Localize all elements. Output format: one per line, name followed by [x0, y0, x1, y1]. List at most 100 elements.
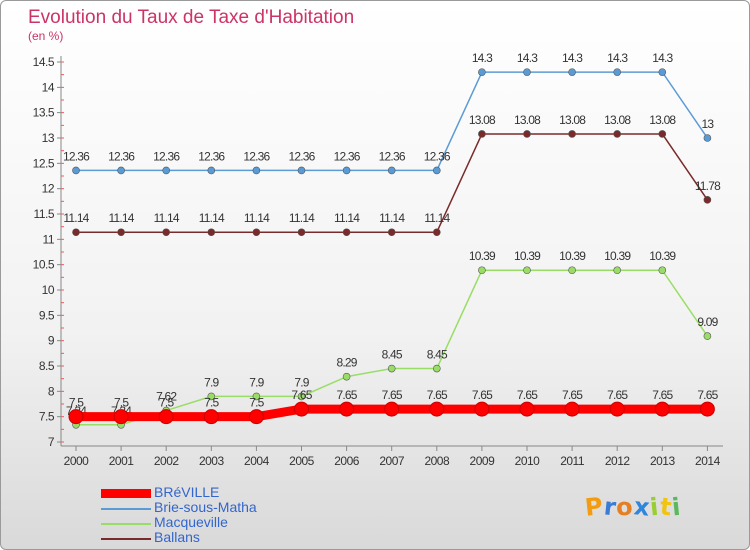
x-tick-label: 2012 — [605, 454, 631, 468]
data-label: 11.14 — [379, 211, 405, 225]
data-label: 7.65 — [562, 388, 583, 402]
data-point — [658, 130, 667, 138]
y-tick-label: 11.5 — [34, 207, 55, 221]
data-point — [294, 401, 309, 417]
x-tick-label: 2010 — [515, 454, 541, 468]
data-point — [207, 392, 216, 401]
data-point — [568, 68, 576, 76]
data-label: 7.65 — [337, 388, 358, 402]
y-tick-label: 13.5 — [33, 106, 55, 120]
data-label: 11.14 — [63, 211, 89, 225]
data-label: 11.14 — [244, 211, 270, 225]
legend-label: Macqueville — [154, 514, 228, 530]
data-point — [519, 401, 535, 417]
data-point — [252, 392, 261, 401]
data-point — [339, 401, 355, 417]
data-point — [252, 166, 261, 175]
data-label: 7.65 — [652, 388, 673, 402]
unit-label: (en %) — [28, 29, 64, 43]
y-tick-label: 11 — [43, 232, 55, 246]
data-point — [297, 228, 306, 237]
x-tick-label: 2004 — [244, 454, 270, 468]
data-label: 10.39 — [559, 249, 586, 263]
data-label: 7.5 — [114, 396, 129, 410]
data-point — [523, 130, 531, 138]
data-point — [72, 166, 80, 175]
data-label: 7.9 — [294, 375, 309, 389]
data-label: 10.39 — [514, 249, 541, 263]
legend-label: BRéVILLE — [154, 484, 220, 500]
data-label: 13.08 — [469, 113, 496, 127]
data-label: 7.5 — [249, 396, 264, 410]
data-point — [568, 266, 576, 275]
data-point — [568, 130, 576, 138]
data-label: 12.36 — [424, 149, 451, 163]
y-tick-label: 10 — [42, 283, 55, 297]
data-label: 7.65 — [427, 388, 448, 402]
data-label: 12.36 — [153, 149, 180, 163]
data-point — [432, 228, 441, 237]
x-tick-label: 2005 — [289, 454, 315, 468]
data-point — [297, 166, 306, 175]
data-label: 13.08 — [559, 113, 586, 127]
data-label: 7.9 — [249, 375, 264, 389]
y-tick-label: 14 — [42, 80, 55, 94]
data-label: 11.14 — [154, 211, 180, 225]
data-label: 7.5 — [204, 396, 219, 410]
data-point — [342, 372, 351, 381]
x-tick-label: 2006 — [334, 454, 360, 468]
data-point — [113, 409, 129, 425]
data-point — [432, 166, 441, 175]
data-point — [158, 409, 174, 425]
data-label: 12.36 — [63, 149, 90, 163]
data-point — [387, 166, 396, 175]
data-label: 11.14 — [199, 211, 225, 225]
data-point — [658, 68, 667, 76]
data-label: 13.08 — [649, 113, 676, 127]
data-point — [523, 266, 531, 275]
data-point — [609, 401, 625, 417]
legend-swatch — [101, 489, 151, 498]
data-label: 14.3 — [607, 51, 628, 65]
data-point — [703, 196, 712, 204]
data-point — [207, 166, 216, 175]
proxiti-logo: Proxiti — [584, 492, 683, 522]
data-label: 8.45 — [382, 348, 403, 362]
data-label: 14.3 — [562, 51, 583, 65]
data-label: 13.08 — [514, 113, 541, 127]
data-label: 12.36 — [334, 149, 361, 163]
data-label: 8.29 — [337, 356, 358, 370]
data-point — [203, 409, 219, 425]
data-label: 14.3 — [652, 51, 673, 65]
legend-label: Brie-sous-Matha — [154, 499, 257, 515]
data-point — [72, 228, 80, 237]
data-point — [384, 401, 400, 417]
y-tick-label: 12 — [42, 182, 55, 196]
data-point — [252, 228, 261, 237]
data-label: 10.39 — [469, 249, 496, 263]
data-label: 11.14 — [109, 211, 135, 225]
data-label: 8.45 — [427, 348, 448, 362]
data-label: 7.62 — [156, 390, 177, 404]
y-tick-label: 9.5 — [39, 308, 55, 322]
data-label: 7.65 — [291, 388, 312, 402]
legend-label: Ballans — [154, 529, 200, 545]
logo-letter: i — [670, 492, 683, 522]
data-point — [248, 409, 264, 425]
data-label: 14.3 — [517, 51, 538, 65]
data-label: 12.36 — [108, 149, 135, 163]
y-tick-label: 8.5 — [39, 359, 55, 373]
data-label: 12.36 — [198, 149, 225, 163]
data-point — [117, 228, 125, 237]
data-point — [658, 266, 667, 275]
y-tick-label: 9 — [48, 334, 55, 348]
x-tick-label: 2000 — [64, 454, 90, 468]
y-tick-label: 10.5 — [33, 258, 55, 272]
x-tick-label: 2009 — [470, 454, 496, 468]
data-point — [117, 166, 125, 175]
data-point — [387, 364, 396, 373]
x-tick-label: 2002 — [154, 454, 180, 468]
data-point — [162, 166, 170, 175]
data-point — [207, 228, 216, 237]
